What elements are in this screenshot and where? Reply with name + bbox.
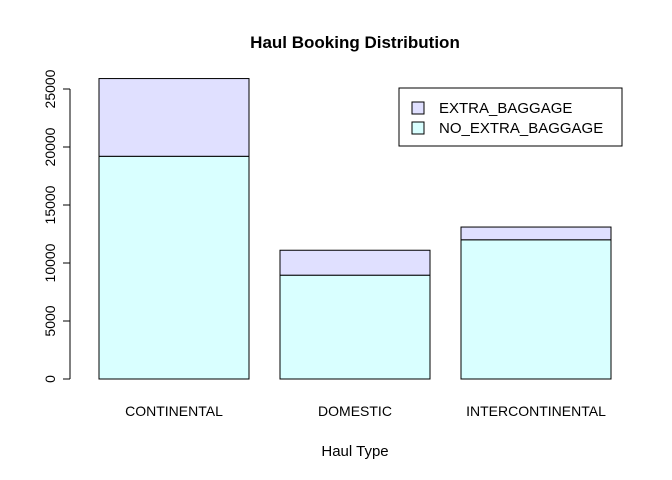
y-tick-label: 20000	[42, 127, 58, 166]
legend-box	[398, 87, 623, 147]
bar-segment	[279, 249, 431, 276]
legend: EXTRA_BAGGAGE NO_EXTRA_BAGGAGE	[398, 87, 623, 147]
bar-segment	[460, 226, 612, 241]
x-axis-label: Haul Type	[321, 443, 388, 460]
bar-segment	[98, 78, 250, 157]
x-tick-labels: CONTINENTAL DOMESTIC INTERCONTINENTAL	[125, 403, 606, 419]
legend-label: EXTRA_BAGGAGE	[439, 100, 572, 117]
x-tick-label: CONTINENTAL	[125, 403, 223, 419]
y-tick-label: 15000	[42, 185, 58, 224]
chart-title: Haul Booking Distribution	[250, 33, 460, 52]
y-axis: 0 5000 10000 15000 20000 25000	[42, 69, 71, 383]
bar-segment	[279, 274, 431, 380]
x-tick-label: DOMESTIC	[318, 403, 392, 419]
bar-segment	[98, 155, 250, 380]
legend-swatch	[411, 101, 425, 115]
legend-swatch	[411, 121, 425, 135]
legend-label: NO_EXTRA_BAGGAGE	[439, 120, 603, 137]
y-tick-label: 10000	[42, 243, 58, 282]
y-tick-label: 25000	[42, 69, 58, 108]
bars	[98, 78, 612, 380]
x-tick-label: INTERCONTINENTAL	[466, 403, 606, 419]
y-tick-label: 5000	[42, 305, 58, 336]
y-tick-label: 0	[42, 375, 58, 383]
bar-segment	[460, 239, 612, 380]
